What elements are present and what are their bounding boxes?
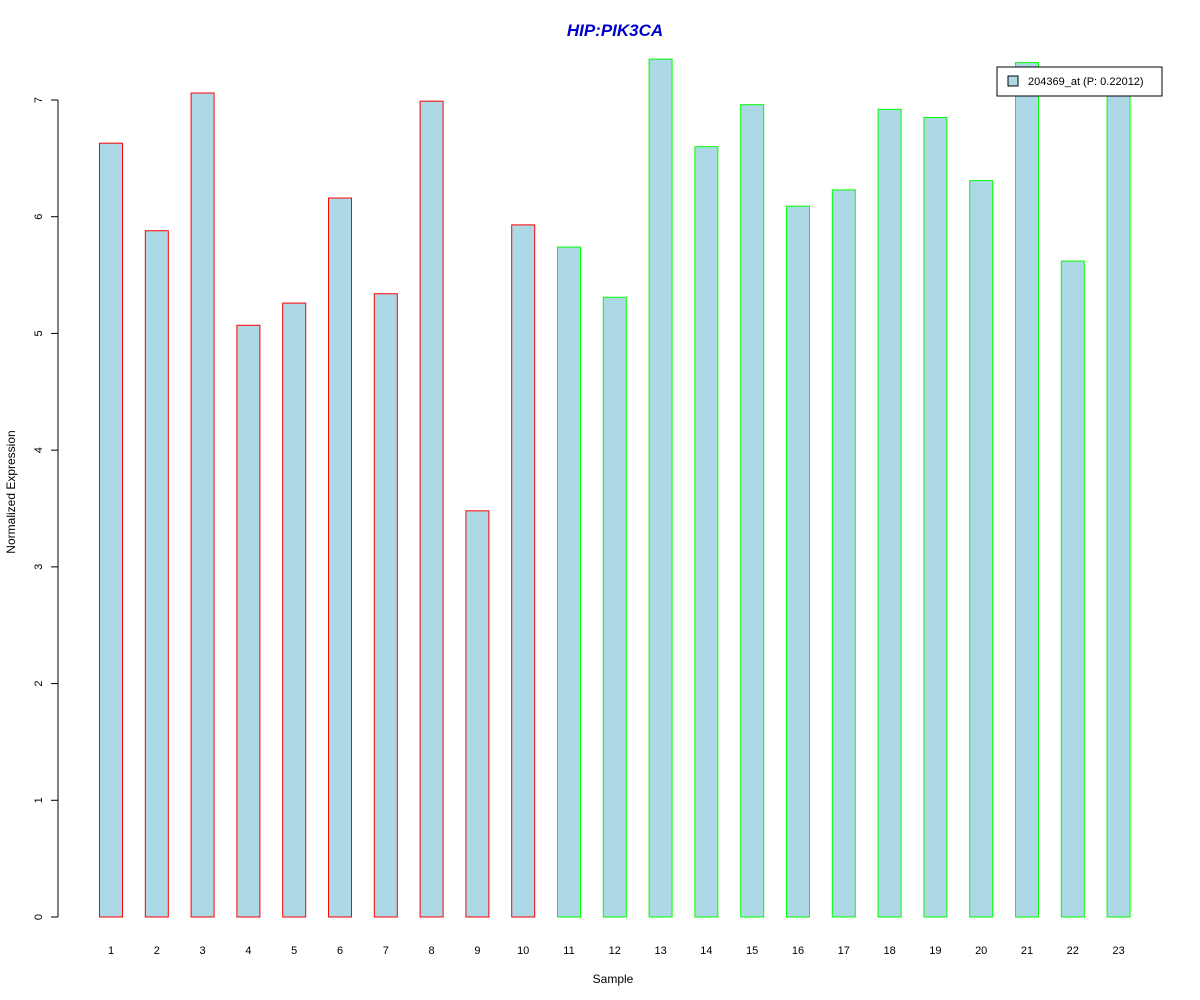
legend: 204369_at (P: 0.22012) — [996, 66, 1163, 97]
bar-sample-1 — [99, 142, 123, 918]
x-tick-label: 11 — [563, 945, 574, 957]
bar-sample-4 — [236, 324, 261, 918]
x-tick-label: 6 — [337, 945, 343, 957]
x-tick-label: 10 — [517, 945, 529, 957]
y-tick-label: 3 — [33, 564, 45, 570]
chart-title: HIP:PIK3CA — [567, 21, 663, 40]
x-axis-label: Sample — [593, 972, 634, 986]
bar-sample-19 — [923, 117, 948, 918]
bar-sample-17 — [831, 189, 856, 918]
bar-sample-5 — [282, 302, 307, 918]
bar-sample-8 — [419, 100, 444, 918]
bars — [99, 58, 1131, 918]
x-tick-label: 9 — [474, 945, 480, 957]
bar-sample-18 — [877, 108, 902, 918]
bar-sample-2 — [144, 230, 169, 918]
x-tick-label: 8 — [429, 945, 435, 957]
legend-box — [996, 66, 1163, 97]
x-tick-label: 4 — [245, 945, 251, 957]
bar-sample-21 — [1015, 62, 1039, 918]
bar-sample-15 — [740, 104, 765, 918]
bar-sample-16 — [786, 205, 810, 918]
y-tick-label: 0 — [33, 914, 45, 920]
y-axis-label: Normalized Expression — [4, 430, 18, 553]
x-tick-label: 21 — [1021, 945, 1033, 957]
x-tick-label: 5 — [291, 945, 297, 957]
y-tick-label: 6 — [33, 214, 45, 220]
legend-label: 204369_at (P: 0.22012) — [1028, 76, 1144, 88]
x-tick-label: 18 — [883, 945, 895, 957]
bar-sample-22 — [1060, 260, 1085, 918]
bar-sample-14 — [694, 146, 719, 918]
x-tick-label: 1 — [108, 945, 114, 957]
bar-sample-10 — [511, 224, 536, 918]
x-tick-label: 20 — [975, 945, 987, 957]
y-tick-label: 1 — [33, 797, 45, 803]
y-tick-label: 7 — [33, 97, 45, 103]
x-tick-labels: 1 2 3 4 5 6 7 8 9 10 11 12 13 14 15 16 17 18 19 20 21 22 23 — [108, 945, 1125, 957]
x-tick-label: 23 — [1112, 945, 1124, 957]
x-tick-label: 12 — [609, 945, 621, 957]
x-tick-label: 16 — [792, 945, 804, 957]
bar-sample-7 — [373, 293, 398, 918]
x-tick-label: 14 — [700, 945, 712, 957]
bar-sample-12 — [602, 296, 627, 918]
y-tick-label: 2 — [33, 681, 45, 687]
x-tick-label: 15 — [746, 945, 758, 957]
y-axis: 0 1 2 3 4 5 6 7 — [33, 97, 59, 920]
x-tick-label: 19 — [929, 945, 941, 957]
y-tick-label: 4 — [33, 447, 45, 453]
y-tick-label: 5 — [33, 330, 45, 336]
bar-sample-6 — [328, 197, 352, 918]
bar-sample-23 — [1106, 83, 1131, 918]
bar-sample-13 — [648, 58, 673, 918]
x-tick-label: 7 — [383, 945, 389, 957]
bar-sample-11 — [557, 246, 581, 918]
x-tick-label: 3 — [200, 945, 206, 957]
x-tick-label: 2 — [154, 945, 160, 957]
legend-swatch — [1007, 75, 1019, 87]
bar-sample-3 — [190, 92, 215, 918]
x-tick-label: 22 — [1067, 945, 1079, 957]
bar-sample-9 — [465, 510, 490, 918]
x-tick-label: 13 — [654, 945, 666, 957]
x-tick-label: 17 — [838, 945, 850, 957]
bar-sample-20 — [969, 180, 994, 918]
